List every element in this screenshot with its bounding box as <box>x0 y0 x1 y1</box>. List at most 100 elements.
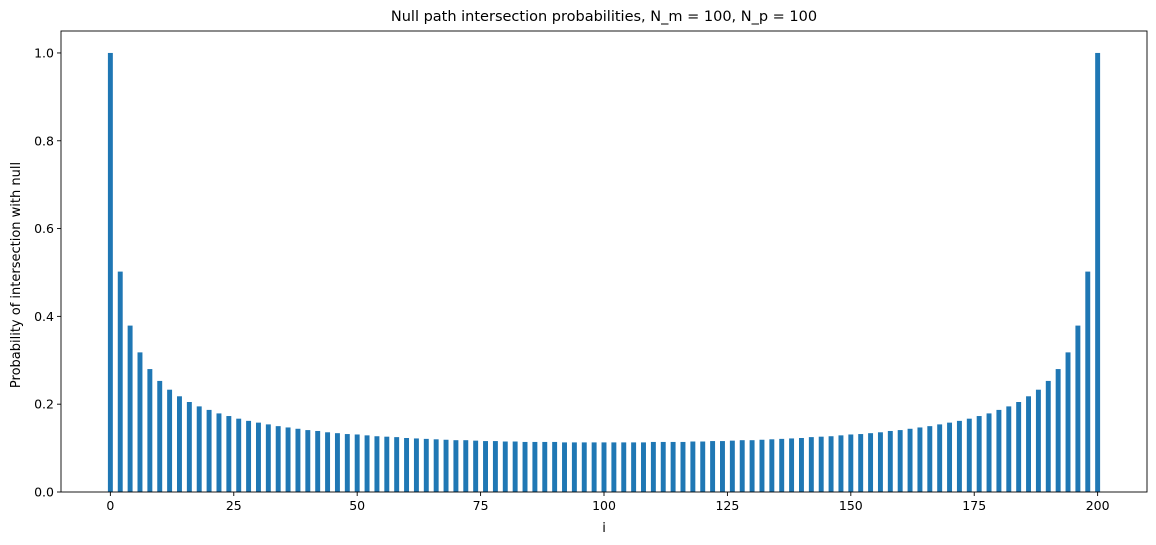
y-tick-label: 0.4 <box>34 309 54 324</box>
bar-40 <box>305 430 311 492</box>
bar-132 <box>759 439 765 492</box>
bar-64 <box>423 438 429 492</box>
bar-34 <box>275 426 281 492</box>
bar-10 <box>157 380 163 492</box>
bar-28 <box>246 420 252 492</box>
bar-52 <box>364 435 370 492</box>
bar-50 <box>354 434 360 492</box>
bar-46 <box>334 433 340 492</box>
bar-12 <box>167 389 173 492</box>
bar-194 <box>1065 352 1071 492</box>
bar-158 <box>887 430 893 492</box>
bar-76 <box>483 441 488 492</box>
x-tick-label: 150 <box>839 498 863 513</box>
bar-136 <box>779 438 785 492</box>
bar-54 <box>374 436 380 492</box>
bar-146 <box>828 436 834 492</box>
bar-126 <box>729 440 735 492</box>
bar-154 <box>868 433 874 492</box>
bar-14 <box>177 396 182 492</box>
bar-108 <box>641 442 646 492</box>
bar-82 <box>512 441 518 492</box>
bar-200 <box>1095 52 1101 492</box>
bar-142 <box>808 437 814 492</box>
bar-162 <box>907 428 913 492</box>
bar-2 <box>117 271 123 492</box>
x-tick-label: 175 <box>962 498 986 513</box>
bar-152 <box>858 434 864 492</box>
bar-72 <box>463 440 469 492</box>
bar-174 <box>966 418 972 492</box>
bar-112 <box>660 441 666 492</box>
bar-172 <box>956 420 962 492</box>
bar-102 <box>611 442 617 492</box>
bar-188 <box>1035 389 1041 492</box>
x-tick-label: 125 <box>715 498 739 513</box>
x-tick-label: 75 <box>473 498 489 513</box>
bars-group <box>107 52 1101 492</box>
bar-144 <box>818 436 824 492</box>
bar-98 <box>591 442 597 492</box>
bar-106 <box>631 442 637 492</box>
bar-184 <box>1016 402 1022 492</box>
bar-116 <box>680 441 686 492</box>
bar-150 <box>848 434 854 492</box>
bar-84 <box>522 441 528 492</box>
bar-190 <box>1045 380 1051 492</box>
bar-166 <box>927 426 933 492</box>
plot-frame <box>60 30 1148 493</box>
bar-80 <box>502 441 508 492</box>
x-tick-label: 200 <box>1086 498 1110 513</box>
bar-92 <box>562 442 567 492</box>
bar-56 <box>384 436 390 492</box>
chart-title: Null path intersection probabilities, N_… <box>391 9 817 25</box>
bar-100 <box>601 442 607 492</box>
x-tick-label: 0 <box>106 498 114 513</box>
x-tick-label: 25 <box>226 498 242 513</box>
bar-186 <box>1026 396 1031 492</box>
bar-62 <box>413 438 419 492</box>
bar-18 <box>196 406 202 492</box>
bar-58 <box>394 437 400 492</box>
bar-148 <box>838 435 844 492</box>
bar-4 <box>127 325 133 492</box>
bar-66 <box>433 439 439 492</box>
y-tick-label: 1.0 <box>34 45 54 60</box>
x-axis-label: i <box>602 521 606 536</box>
bar-70 <box>453 440 459 492</box>
bar-88 <box>542 441 548 492</box>
x-tick-label: 100 <box>592 498 616 513</box>
bar-74 <box>473 440 479 492</box>
bar-24 <box>226 416 232 492</box>
bar-180 <box>996 409 1002 492</box>
y-tick-label: 0.6 <box>34 221 54 236</box>
bar-140 <box>798 438 804 492</box>
x-axis-ticks: 0 25 50 75 100 125 150 175 200 <box>106 492 1110 513</box>
y-tick-label: 0.8 <box>34 133 54 148</box>
bar-118 <box>690 441 696 492</box>
bar-168 <box>937 424 943 492</box>
bar-120 <box>700 441 706 492</box>
bar-6 <box>137 352 143 492</box>
y-axis-ticks: 0.0 0.2 0.4 0.6 0.8 1.0 <box>34 45 61 500</box>
y-tick-label: 0.0 <box>34 485 54 500</box>
bar-122 <box>710 441 716 492</box>
bar-114 <box>670 441 676 492</box>
bar-138 <box>789 438 795 492</box>
bar-178 <box>986 413 992 492</box>
bar-170 <box>947 422 953 492</box>
bar-86 <box>532 441 538 492</box>
y-tick-label: 0.2 <box>34 397 54 412</box>
bar-192 <box>1055 369 1061 492</box>
x-tick-label: 50 <box>349 498 365 513</box>
bar-156 <box>877 432 883 492</box>
bar-48 <box>344 434 350 492</box>
y-axis-label: Probability of intersection with null <box>9 162 24 388</box>
bar-20 <box>206 409 212 492</box>
bar-22 <box>216 413 222 492</box>
bar-124 <box>720 441 725 492</box>
bar-134 <box>769 439 775 492</box>
bar-198 <box>1085 271 1091 492</box>
bar-164 <box>917 427 923 492</box>
bar-68 <box>443 439 449 492</box>
